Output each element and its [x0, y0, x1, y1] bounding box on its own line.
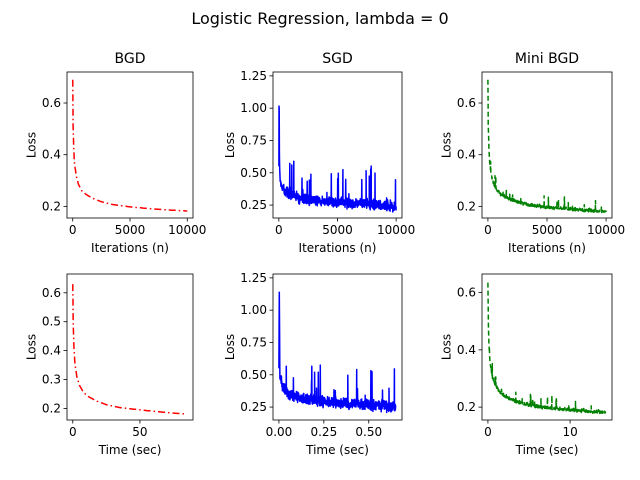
- subplot-2: SGD 0 5000 10000 0.25 0.50 0.75 1.00 1.25 Iterati…: [223, 51, 415, 255]
- axes-frame: [481, 273, 613, 421]
- x-tick-label: 0.50: [355, 425, 382, 439]
- subplot-title: Mini BGD: [515, 51, 579, 67]
- axes-frame: [66, 273, 194, 421]
- x-tick-label: 10000: [168, 223, 206, 237]
- x-tick-label: 10000: [587, 223, 625, 237]
- y-axis-label: Loss: [439, 132, 453, 158]
- y-tick-label: 1.00: [240, 303, 267, 317]
- x-tick-label: 0: [484, 223, 492, 237]
- x-axis-label: Time (sec): [305, 443, 369, 457]
- y-tick-label: 0.5: [42, 315, 61, 329]
- x-tick-label: 0: [275, 223, 283, 237]
- y-tick-label: 0.6: [457, 96, 476, 110]
- y-tick-label: 0.25: [240, 400, 267, 414]
- x-axis-label: Iterations (n): [508, 241, 586, 255]
- y-tick-label: 0.2: [457, 199, 476, 213]
- y-tick-label: 1.00: [240, 101, 267, 115]
- series-line: [487, 79, 607, 214]
- subplot-title: BGD: [115, 51, 146, 67]
- y-tick-label: 0.2: [42, 401, 61, 415]
- y-tick-label: 0.25: [240, 198, 267, 212]
- y-axis-label: Loss: [439, 334, 453, 360]
- figure-suptitle: Logistic Regression, lambda = 0: [191, 9, 448, 28]
- y-tick-label: 0.4: [42, 344, 61, 358]
- x-tick-label: 5000: [322, 223, 353, 237]
- y-tick-label: 0.4: [42, 148, 61, 162]
- y-axis-label: Loss: [24, 334, 38, 360]
- subplot-title: SGD: [322, 51, 353, 67]
- y-axis-label: Loss: [223, 334, 237, 360]
- y-tick-label: 0.6: [42, 286, 61, 300]
- axes-frame: [272, 273, 403, 421]
- y-axis-label: Loss: [223, 132, 237, 158]
- x-tick-label: 5000: [115, 223, 146, 237]
- y-tick-label: 0.2: [42, 199, 61, 213]
- y-tick-label: 0.75: [240, 335, 267, 349]
- series-line: [278, 291, 397, 414]
- y-tick-label: 1.25: [240, 69, 267, 83]
- series-line: [71, 79, 188, 212]
- y-axis-label: Loss: [24, 132, 38, 158]
- y-tick-label: 0.4: [457, 148, 476, 162]
- x-tick-label: 5000: [532, 223, 563, 237]
- x-axis-label: Iterations (n): [299, 241, 377, 255]
- subplot-3: Mini BGD 0 5000 10000 0.2 0.4 0.6 Iterations (n…: [439, 51, 625, 255]
- x-tick-label: 10: [562, 425, 577, 439]
- subplot-1: BGD 0 5000 10000 0.2 0.4 0.6 Iterations (n) Loss: [24, 51, 206, 255]
- y-tick-label: 0.3: [42, 373, 61, 387]
- y-tick-label: 0.2: [457, 400, 476, 414]
- subplot-4: 0 50 0.2 0.3 0.4 0.5 0.6 Time (sec) Loss: [24, 273, 194, 457]
- x-tick-label: 10000: [377, 223, 415, 237]
- x-axis-label: Time (sec): [515, 443, 579, 457]
- y-tick-label: 1.25: [240, 271, 267, 285]
- y-tick-label: 0.50: [240, 166, 267, 180]
- subplot-5: 0.00 0.25 0.50 0.25 0.50 0.75 1.00 1.25 Time (se…: [223, 271, 403, 457]
- y-tick-label: 0.6: [457, 286, 476, 300]
- x-tick-label: 0: [484, 425, 492, 439]
- x-tick-label: 0: [69, 425, 77, 439]
- x-tick-label: 0.25: [310, 425, 337, 439]
- y-tick-label: 0.6: [42, 96, 61, 110]
- x-tick-label: 0: [69, 223, 77, 237]
- y-tick-label: 0.50: [240, 368, 267, 382]
- y-tick-label: 0.75: [240, 133, 267, 147]
- x-tick-label: 50: [132, 425, 147, 439]
- series-line: [278, 105, 397, 213]
- subplot-6: 0 10 0.2 0.4 0.6 Time (sec) Loss: [439, 273, 613, 457]
- x-tick-label: 0.00: [266, 425, 293, 439]
- x-axis-label: Time (sec): [98, 443, 162, 457]
- series-line: [72, 283, 188, 415]
- series-line: [487, 282, 607, 415]
- y-tick-label: 0.4: [457, 343, 476, 357]
- x-axis-label: Iterations (n): [91, 241, 169, 255]
